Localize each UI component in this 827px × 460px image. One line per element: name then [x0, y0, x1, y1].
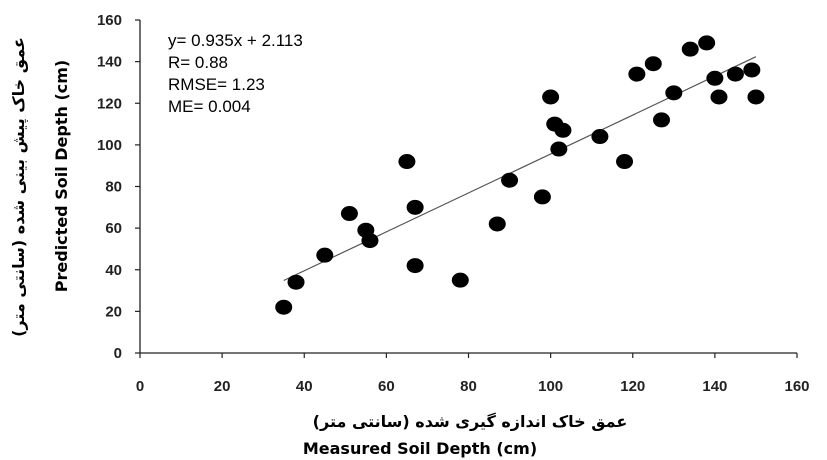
data-point	[554, 122, 572, 138]
trend-line	[283, 56, 757, 282]
data-point	[747, 89, 765, 105]
y-ticks: 0 20 40 60 80 100 120 140 160	[97, 12, 140, 362]
data-point	[316, 247, 334, 263]
data-point	[275, 299, 293, 315]
y-tick-label: 100	[97, 137, 122, 154]
data-point	[406, 199, 424, 215]
axes	[139, 20, 797, 354]
data-point	[681, 41, 699, 57]
data-point	[361, 233, 379, 249]
x-tick-label: 120	[620, 378, 645, 395]
x-tick-label: 160	[784, 378, 809, 395]
x-ticks: 0 20 40 60 80 100 120 140 160	[136, 353, 810, 395]
me-label: ME= 0.004	[168, 97, 251, 116]
x-tick-label: 0	[136, 378, 144, 395]
y-tick-label: 60	[105, 220, 122, 237]
data-point	[591, 129, 609, 145]
data-point	[542, 89, 560, 105]
y-tick-label: 160	[97, 12, 122, 29]
data-point	[287, 274, 305, 290]
y-axis-label: Predicted Soil Depth (cm)	[52, 60, 71, 292]
data-point	[726, 66, 744, 82]
r-value-label: R= 0.88	[168, 53, 228, 72]
stats-box: y= 0.935x + 2.113 R= 0.88 RMSE= 1.23 ME=…	[168, 31, 303, 116]
y-tick-label: 20	[105, 303, 122, 320]
x-tick-label: 60	[378, 378, 395, 395]
data-point	[398, 154, 416, 170]
y-tick-label: 0	[114, 345, 122, 362]
x-tick-label: 100	[538, 378, 563, 395]
data-point	[710, 89, 728, 105]
data-point	[652, 112, 670, 128]
data-point	[550, 141, 568, 157]
data-point	[406, 258, 424, 274]
data-point	[644, 56, 662, 72]
y-tick-label: 40	[105, 262, 122, 279]
x-tick-label: 140	[702, 378, 727, 395]
data-point	[501, 172, 519, 188]
rmse-label: RMSE= 1.23	[168, 75, 265, 94]
equation-label: y= 0.935x + 2.113	[168, 31, 303, 50]
x-tick-label: 40	[296, 378, 313, 395]
y-axis-label-persian: عمق خاک پیش بینی شده (سانتی متر)	[9, 37, 29, 337]
data-point	[628, 66, 646, 82]
data-point	[340, 206, 358, 222]
x-axis-label: Measured Soil Depth (cm)	[303, 439, 537, 458]
data-point	[665, 85, 683, 101]
data-point	[488, 216, 506, 232]
data-point	[698, 35, 716, 51]
y-tick-label: 80	[105, 179, 122, 196]
y-tick-label: 140	[97, 54, 122, 71]
data-points	[275, 35, 765, 315]
x-axis-label-persian: عمق خاک اندازه گیری شده (سانتی متر)	[313, 412, 628, 431]
data-point	[743, 62, 761, 78]
data-point	[706, 70, 724, 86]
x-tick-label: 20	[214, 378, 231, 395]
x-tick-label: 80	[460, 378, 477, 395]
data-point	[616, 154, 634, 170]
data-point	[533, 189, 551, 205]
y-tick-label: 120	[97, 95, 122, 112]
data-point	[451, 272, 469, 288]
